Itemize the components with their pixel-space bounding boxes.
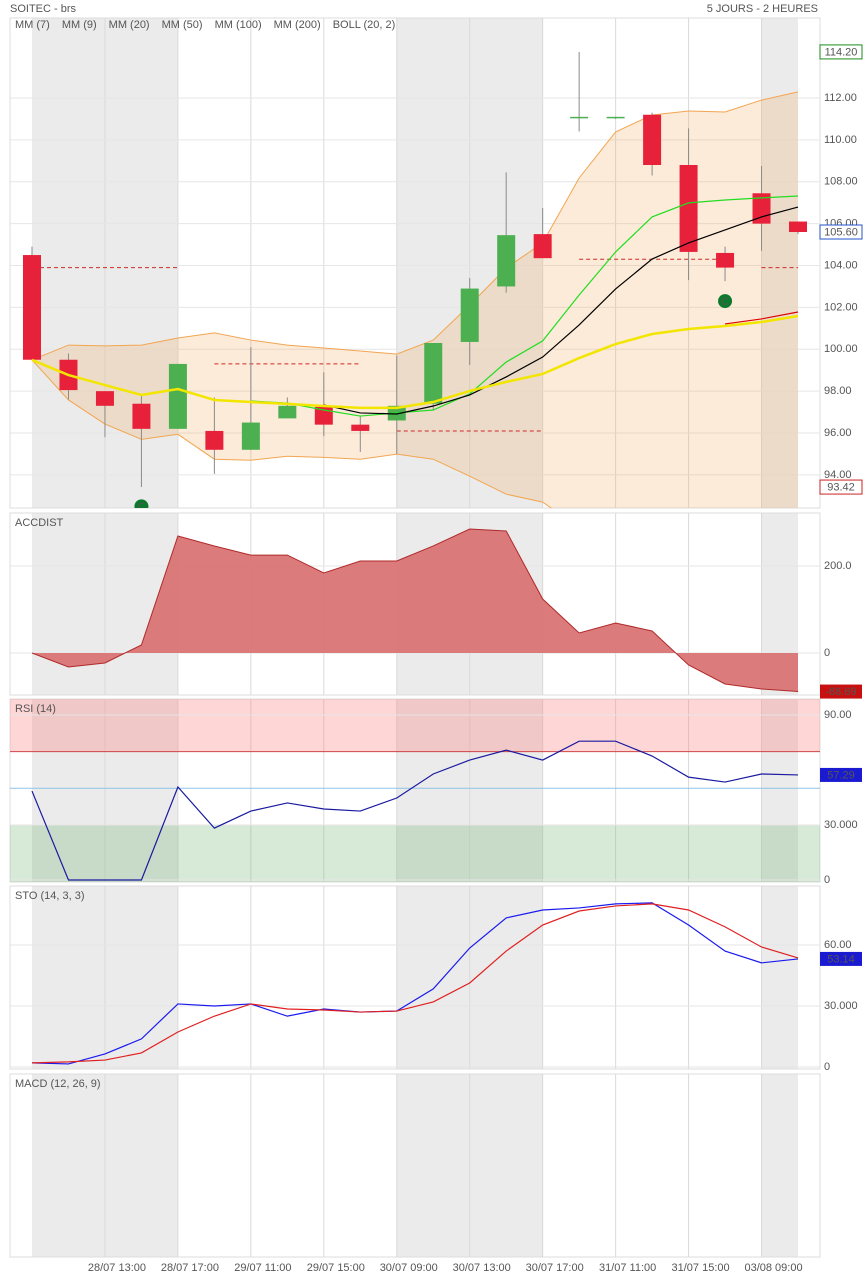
legend-entry: BOLL (20, 2) [333, 19, 396, 31]
signal-marker [718, 294, 733, 309]
price-label: 93.42 [827, 481, 855, 493]
y-tick-label: 100.00 [824, 343, 858, 355]
last-value-box [820, 684, 862, 699]
y-tick-label: 94.00 [824, 469, 852, 481]
bollinger-upper [31, 91, 799, 361]
price-label-box [819, 479, 863, 495]
y-tick-label: 30.000 [824, 1000, 858, 1012]
panel-title: RSI (14) [15, 703, 56, 715]
x-tick-label: 30/07 17:00 [526, 1262, 584, 1274]
y-tick-label: 104.00 [824, 259, 858, 271]
legend-entry: MM (7) [15, 19, 50, 31]
price-label: 105.60 [824, 226, 858, 238]
y-tick-label: 108.00 [824, 176, 858, 188]
x-tick-label: 28/07 17:00 [161, 1262, 219, 1274]
x-tick-label: 03/08 09:00 [744, 1262, 802, 1274]
candle-body [205, 430, 224, 450]
area-fill [32, 529, 798, 692]
y-tick-label: 98.00 [824, 385, 852, 397]
candle-body [23, 255, 41, 360]
legend-entry: MM (100) [215, 19, 262, 31]
legend-entry: MM (50) [162, 19, 203, 31]
day-shade [761, 886, 798, 1069]
x-tick-label: 29/07 15:00 [307, 1262, 365, 1274]
day-shade [761, 1074, 798, 1257]
legend-entry: MM (200) [274, 19, 321, 31]
plot-area: CC [23, 51, 807, 513]
x-tick-label: 31/07 15:00 [672, 1262, 730, 1274]
panel-title: ACCDIST [15, 517, 64, 529]
day-shade [761, 18, 798, 508]
day-shade [761, 699, 798, 882]
candle-body [789, 221, 807, 233]
chart-subtitle: 5 JOURS - 2 HEURES [707, 3, 818, 15]
candle-body [424, 342, 443, 404]
panel-title: MACD (12, 26, 9) [15, 1078, 101, 1090]
y-tick-label: 90.00 [824, 709, 852, 721]
candle-body [132, 403, 151, 429]
indicator-line [31, 903, 799, 1064]
y-tick-label: 0 [824, 874, 830, 886]
last-value-label: 53.14 [827, 953, 855, 965]
signal-label: C [721, 296, 729, 308]
last-value-box [820, 951, 862, 966]
candle-body [351, 424, 370, 431]
signal-marker [134, 499, 149, 508]
y-tick-label: 102.00 [824, 301, 858, 313]
moving-average [323, 206, 799, 415]
y-tick-label: 96.00 [824, 427, 852, 439]
y-tick-label: 30.000 [824, 819, 858, 831]
x-tick-label: 29/07 11:00 [234, 1262, 291, 1274]
candle-body [95, 391, 114, 406]
y-tick-label: 0 [824, 1061, 830, 1073]
panel-title: STO (14, 3, 3) [15, 890, 85, 902]
signal-label: C [137, 501, 145, 513]
candle-body [679, 165, 698, 252]
price-label: 114.20 [825, 46, 858, 58]
candle-body [533, 234, 552, 259]
x-tick-label: 31/07 11:00 [599, 1262, 656, 1274]
area-line [31, 528, 799, 693]
y-tick-label: 112.00 [824, 92, 857, 104]
bollinger-lower [31, 359, 553, 508]
y-tick-label: 110.00 [824, 134, 857, 146]
bollinger-fill [32, 91, 798, 508]
x-tick-label: 30/07 13:00 [453, 1262, 511, 1274]
candle-body [570, 116, 589, 119]
price-label-box [819, 224, 863, 240]
moving-average [31, 314, 799, 410]
last-value-label: -88.69 [825, 686, 856, 698]
chart-title: SOITEC - brs [10, 3, 77, 15]
candle-body [460, 288, 479, 342]
candle-body [278, 405, 297, 419]
legend-entry: MM (9) [62, 19, 97, 31]
last-value-label: 57.29 [827, 769, 855, 781]
indicator-line [31, 902, 799, 1065]
oversold-zone [10, 824, 820, 882]
candle-body [497, 235, 516, 287]
x-tick-label: 30/07 09:00 [380, 1262, 438, 1274]
indicator-line [31, 740, 799, 881]
candle-body [168, 363, 187, 429]
candle-body [241, 422, 260, 450]
y-tick-label: 60.00 [824, 939, 852, 951]
candle-body [643, 114, 662, 165]
price-label-box [819, 44, 863, 60]
moving-average [250, 195, 799, 417]
candle-body [606, 116, 625, 119]
overbought-zone [10, 699, 820, 752]
legend-entry: MM (20) [109, 19, 150, 31]
y-tick-label: 200.0 [824, 560, 852, 572]
y-tick-label: 0 [824, 647, 830, 659]
moving-average [724, 311, 799, 325]
candle-body [716, 252, 735, 268]
x-tick-label: 28/07 13:00 [88, 1262, 146, 1274]
last-value-box [820, 767, 862, 782]
